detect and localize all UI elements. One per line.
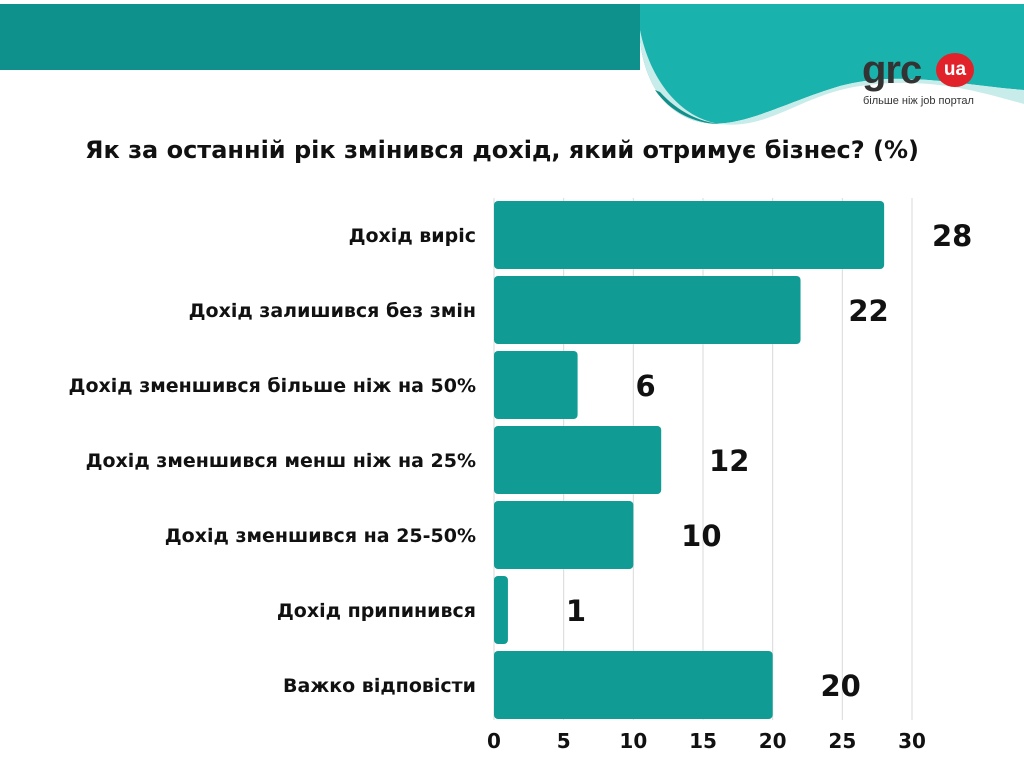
x-tick-label: 5: [557, 729, 571, 753]
x-tick-label: 0: [487, 729, 501, 753]
x-tick-label: 10: [619, 729, 647, 753]
chart-title: Як за останній рік змінився дохід, який …: [84, 136, 920, 164]
bar: [494, 651, 773, 719]
x-tick-label: 30: [898, 729, 926, 753]
data-label: 20: [820, 669, 860, 703]
header-banner: [0, 4, 1024, 125]
category-label: Дохід виріс: [349, 225, 476, 247]
bar: [494, 351, 578, 419]
data-label: 10: [681, 519, 721, 553]
bar: [494, 426, 662, 494]
bar: [494, 501, 634, 569]
x-tick-label: 25: [828, 729, 856, 753]
category-labels: Дохід виріс Дохід залишився без змін Дохід…: [69, 225, 476, 697]
logo-tagline: більше ніж job портал: [863, 95, 974, 107]
bar: [494, 576, 508, 644]
category-label: Дохід зменшився на 25-50%: [165, 525, 476, 547]
category-label: Дохід зменшився більше ніж на 50%: [69, 375, 476, 397]
brand-logo[interactable]: grc ua більше ніж job портал: [862, 50, 992, 110]
category-label: Дохід припинився: [277, 600, 476, 622]
data-label: 28: [932, 219, 972, 253]
value-labels: 28 22 6 12 10 1 20: [566, 219, 972, 703]
logo-wordmark: grc: [862, 48, 922, 92]
bars: [494, 201, 885, 719]
category-label: Дохід зменшився менш ніж на 25%: [86, 450, 476, 472]
data-label: 12: [709, 444, 749, 478]
logo-badge: ua: [936, 53, 974, 87]
bar-chart: Дохід виріс Дохід залишився без змін Дохід…: [69, 198, 972, 753]
category-label: Важко відповісти: [283, 675, 476, 697]
data-label: 6: [636, 369, 656, 403]
category-label: Дохід залишився без змін: [189, 300, 476, 322]
bar: [494, 276, 801, 344]
data-label: 1: [566, 594, 586, 628]
data-label: 22: [848, 294, 888, 328]
x-tick-label: 20: [759, 729, 787, 753]
x-tick-label: 15: [689, 729, 717, 753]
bar: [494, 201, 885, 269]
x-axis-ticks: 0 5 10 15 20 25 30: [487, 729, 926, 753]
